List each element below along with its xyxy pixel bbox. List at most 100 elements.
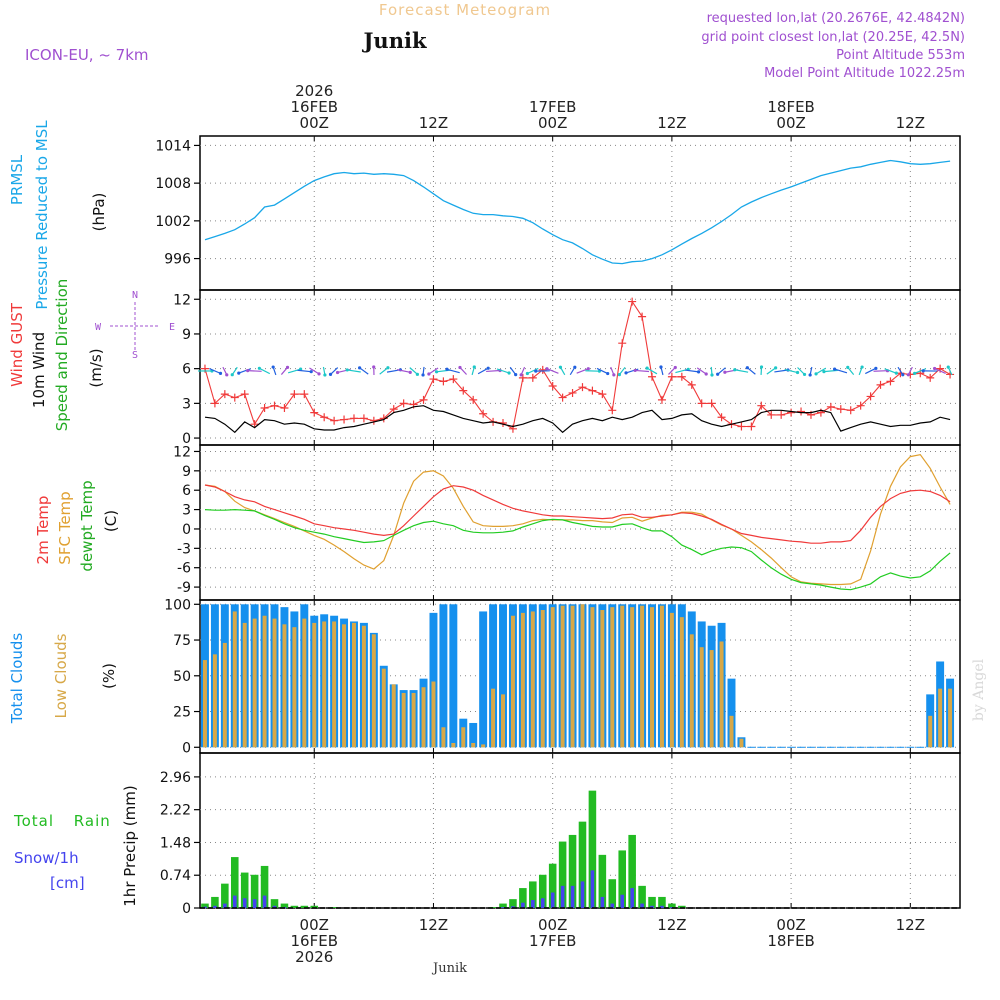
gust-marker [737,422,746,431]
gust-marker [777,410,786,419]
wind-ytick-label: 3 [182,396,191,412]
rain-bar [618,850,626,908]
snow-bar [223,903,227,908]
gust-marker [628,297,637,306]
gust-marker [866,392,875,401]
wind-direction-arrow [815,367,827,375]
rain-bar [230,857,239,908]
t2m-line [204,484,951,544]
gust-marker [648,372,657,381]
low-cloud-bar [640,605,645,748]
top-time-label: 2026 [295,82,333,100]
low-cloud-bar [461,727,466,748]
rain-bar [489,907,497,908]
gust-marker [757,401,766,410]
gust-marker [568,388,577,397]
rain-bar [538,874,547,908]
wind-direction-arrowhead [710,373,714,377]
wind-direction-arrowhead [257,366,261,370]
total-cloud-bar [479,611,488,748]
wind-direction-arrow [347,369,361,373]
wind-direction-arrow [635,369,650,373]
clouds-label-unit: (%) [100,663,118,689]
gust-marker [538,365,547,374]
temp-ytick-label: -3 [177,541,191,557]
wind-direction-arrow [784,368,798,374]
rain-bar [201,903,209,908]
temp-label-2m: 2m Temp [34,496,52,565]
snow-bar [650,905,654,908]
wind-direction-arrowhead [659,365,663,369]
snow-bar [630,888,634,908]
snow-bar [570,885,575,908]
low-cloud-bar [491,688,496,748]
gust-marker [290,390,299,399]
wind-panel: 0 3 6 9 12 Wind GUST 10m Wind Speed and Directi… [8,279,961,447]
temp-ytick-label: 12 [173,444,191,460]
pressure-label-unit: (hPa) [90,193,108,232]
total-cloud-bar [449,604,458,748]
bottom-time-label: 12Z [896,916,925,934]
snow-bar [560,885,565,908]
wind-direction-arrowhead [309,370,313,374]
gust-marker [310,408,319,417]
wind-direction-arrowhead [285,365,290,369]
snow-bar [232,895,237,908]
wind-direction-arrowhead [633,368,637,373]
low-cloud-bar [520,612,525,748]
rain-bar [578,821,587,908]
snow-bar [620,894,625,908]
rain-bar [260,865,269,908]
gust-marker [578,383,587,392]
gust-marker [320,413,329,422]
compass-w: W [95,322,102,333]
low-cloud-bar [411,692,416,748]
gust-marker [260,403,269,412]
subtitle: Forecast Meteogram [379,1,551,19]
temp-frame [199,444,961,601]
total-cloud-bar [469,722,478,748]
gust-marker [608,406,617,415]
bottom-time-label: 00Z [538,916,567,934]
rain-bar [648,896,656,908]
wind-ytick-label: 6 [182,362,191,378]
low-cloud-bar [312,622,317,748]
low-cloud-bar [610,607,615,748]
low-cloud-bar [272,618,277,748]
wind-direction-arrow [834,368,848,374]
low-cloud-bar [550,607,555,748]
low-cloud-bar [252,618,257,748]
gust-marker [479,409,488,418]
rain-bar [211,896,219,908]
wind-direction-arrowhead [933,366,937,371]
wind-label-dir: Speed and Direction [53,279,71,432]
low-cloud-bar [580,604,585,748]
dewpt-line [204,508,951,591]
wind-label-gust: Wind GUST [8,302,26,387]
wind-direction-arrow [668,367,676,375]
wind-direction-arrowhead [860,365,864,369]
gust-marker [399,399,408,408]
pressure-ytick-label: 1002 [155,214,191,230]
top-time-label: 18FEB [767,98,814,116]
temp-ytick-label: -9 [177,580,191,596]
precip-ytick-label: 2.22 [160,803,191,819]
gust-marker [826,402,835,411]
clouds-ytick-label: 50 [173,669,191,685]
wind-direction-arrowhead [415,372,420,376]
rain-bar [568,834,577,908]
gust-marker [270,401,279,410]
rain-bar [658,896,666,908]
wind-direction-arrow [696,367,707,375]
wind-direction-arrow [436,369,451,373]
wind-direction-arrowhead [833,367,837,371]
wind-direction-arrowhead [458,365,462,370]
precip-label-unit: 1hr Precip (mm) [121,785,139,906]
rain-bar [290,905,299,908]
gust-marker [677,372,686,381]
wind-label-unit: (m/s) [87,348,105,387]
pressure-line [204,159,951,265]
low-cloud-bar [481,744,486,748]
clouds-ytick-label: 100 [164,597,191,613]
wind-direction-arrow [646,367,658,375]
